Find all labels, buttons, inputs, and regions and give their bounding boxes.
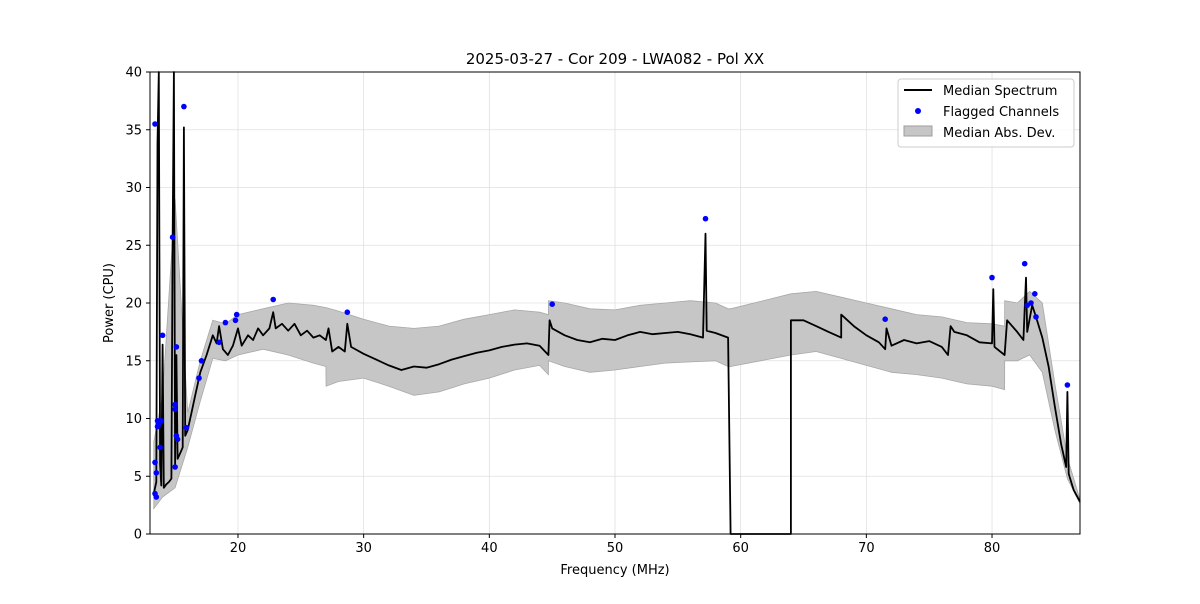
flagged-channel-point (183, 424, 190, 431)
y-tick-label: 0 (134, 528, 142, 543)
flagged-channel-point (882, 316, 888, 323)
flagged-channel-point (153, 470, 160, 476)
flagged-channel-point (1021, 260, 1028, 267)
flagged-channel-point (702, 215, 709, 222)
flagged-channel-point (154, 423, 161, 430)
flagged-channel-point (172, 464, 178, 470)
flagged-channel-point (270, 296, 277, 303)
flagged-channel-point (152, 459, 158, 466)
flagged-channel-point (196, 375, 202, 381)
legend: Median Spectrum Flagged Channels Median … (897, 78, 1075, 148)
legend-band-swatch (903, 125, 933, 137)
flagged-channel-point (173, 344, 180, 350)
x-tick-label: 50 (607, 541, 624, 556)
median-line-layer (152, 71, 1081, 535)
y-tick-label: 20 (125, 297, 142, 312)
x-tick-label: 70 (858, 541, 875, 556)
flagged-points-layer (152, 103, 1071, 500)
flagged-channel-point (1028, 300, 1034, 306)
flagged-channel-point (158, 418, 165, 424)
flagged-channel-point (1032, 291, 1038, 297)
x-axis-label: Frequency (MHz) (560, 563, 669, 578)
y-tick-label: 25 (125, 239, 142, 254)
x-tick-label: 40 (481, 541, 498, 556)
x-tick-label: 30 (355, 541, 372, 556)
flagged-channel-point (216, 339, 222, 346)
y-tick-label: 15 (125, 354, 142, 369)
legend-point-swatch (915, 108, 921, 114)
x-tick-label: 20 (230, 541, 247, 556)
flagged-channel-point (181, 103, 187, 110)
y-axis-label: Power (CPU) (102, 263, 117, 343)
flagged-channel-point (172, 406, 178, 413)
y-tick-label: 10 (125, 412, 142, 427)
y-tick-label: 5 (134, 470, 142, 485)
flagged-channel-point (172, 401, 178, 408)
chart-title: 2025-03-27 - Cor 209 - LWA082 - Pol XX (466, 50, 764, 68)
flagged-channel-point (549, 301, 555, 308)
legend-label-median-spectrum: Median Spectrum (943, 84, 1057, 99)
flagged-channel-point (169, 234, 176, 240)
y-axis-ticks: 0 5 10 15 20 25 30 35 40 (125, 66, 150, 543)
x-tick-label: 80 (984, 541, 1001, 556)
median-spectrum-line (152, 71, 1081, 535)
flagged-channel-point (232, 317, 239, 324)
x-tick-label: 60 (732, 541, 749, 556)
flagged-channel-point (198, 358, 205, 364)
flagged-channel-point (344, 309, 351, 316)
y-tick-label: 35 (125, 123, 142, 138)
flagged-channel-point (1064, 382, 1071, 388)
flagged-channel-point (157, 444, 163, 451)
legend-label-flagged-channels: Flagged Channels (943, 105, 1059, 120)
flagged-channel-point (159, 332, 166, 339)
flagged-channel-point (989, 274, 995, 281)
x-axis-ticks: 20 30 40 50 60 70 80 (230, 534, 1001, 556)
flagged-channel-point (233, 311, 240, 318)
flagged-channel-point (222, 319, 229, 326)
flagged-channel-point (153, 494, 160, 500)
flagged-channel-point (1033, 314, 1039, 320)
flagged-channel-point (152, 121, 158, 127)
y-tick-label: 30 (125, 181, 142, 196)
legend-box (897, 78, 1075, 148)
y-tick-label: 40 (125, 66, 142, 81)
flagged-channel-point (174, 436, 181, 443)
legend-label-median-abs-dev: Median Abs. Dev. (943, 126, 1055, 141)
